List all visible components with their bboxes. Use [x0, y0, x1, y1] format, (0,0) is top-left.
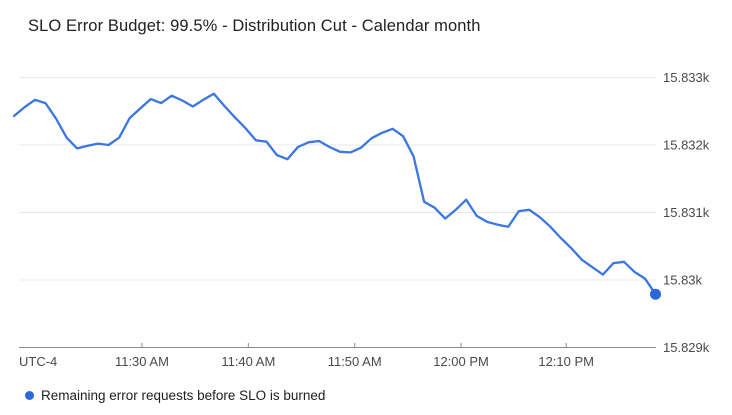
x-axis-label: 12:10 PM	[538, 354, 594, 369]
legend-label: Remaining error requests before SLO is b…	[41, 388, 326, 403]
latest-point-marker	[650, 288, 661, 300]
x-axis-label: 11:30 AM	[115, 354, 169, 369]
y-axis-label: 15.829k	[663, 340, 710, 355]
legend-item-remaining-error-requests[interactable]: Remaining error requests before SLO is b…	[25, 388, 325, 403]
y-axis-label: 15.831k	[663, 205, 710, 220]
y-axis-label: 15.833k	[663, 70, 710, 85]
series-line	[12, 92, 657, 296]
chart-plot-area[interactable]: 15.833k 15.832k 15.831k 15.83k 15.829k 11:30 …	[0, 0, 732, 380]
x-axis-label: 12:00 PM	[433, 354, 489, 369]
timezone-label: UTC-4	[19, 354, 57, 369]
legend: Remaining error requests before SLO is b…	[25, 387, 325, 405]
y-axis-label: 15.83k	[663, 273, 703, 288]
y-axis-label: 15.832k	[663, 138, 710, 153]
chart-title: SLO Error Budget: 99.5% - Distribution C…	[28, 17, 481, 35]
x-axis-label: 11:40 AM	[221, 354, 275, 369]
legend-series-marker-icon	[25, 391, 34, 400]
x-axis-label: 11:50 AM	[328, 354, 382, 369]
